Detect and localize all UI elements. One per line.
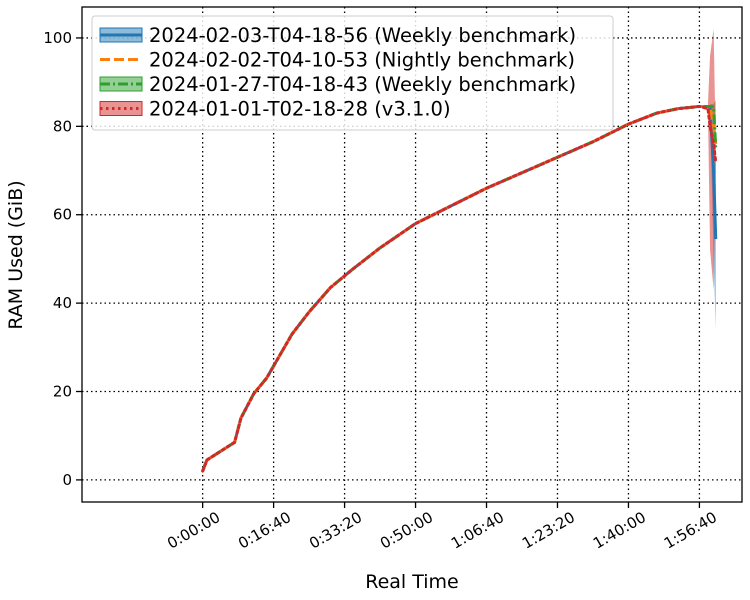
y-tick-label: 40 <box>53 294 72 312</box>
x-axis-label: Real Time <box>365 571 459 593</box>
y-tick-label: 60 <box>53 206 72 224</box>
y-tick-label: 0 <box>62 471 72 489</box>
plot-frame <box>81 6 743 503</box>
y-tick-label: 80 <box>53 117 72 135</box>
series-lines <box>201 104 718 473</box>
legend: 2024-02-03-T04-18-56 (Weekly benchmark)2… <box>91 15 614 131</box>
legend-box <box>91 15 614 131</box>
series-line <box>201 104 718 473</box>
y-axis-label: RAM Used (GiB) <box>5 180 27 329</box>
legend-label: 2024-01-01-T02-18-28 (v3.1.0) <box>149 98 451 121</box>
legend-label: 2024-02-02-T04-10-53 (Nightly benchmark) <box>149 49 575 72</box>
legend-label: 2024-01-27-T04-18-43 (Weekly benchmark) <box>149 73 576 96</box>
y-tick-label: 20 <box>53 383 72 401</box>
legend-label: 2024-02-03-T04-18-56 (Weekly benchmark) <box>149 24 576 47</box>
y-tick-label: 100 <box>43 29 72 47</box>
